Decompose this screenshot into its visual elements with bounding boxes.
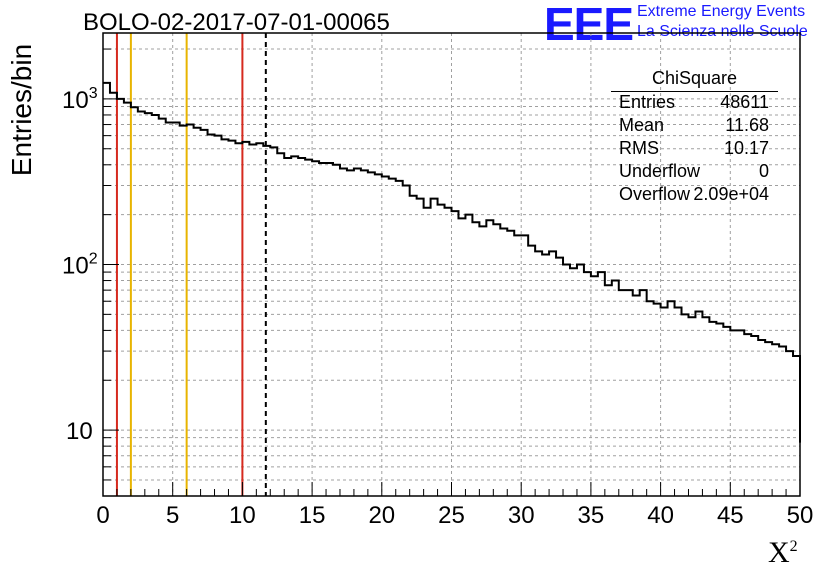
stats-name: Mean bbox=[619, 115, 665, 135]
x-tick-label: 30 bbox=[508, 502, 535, 529]
x-tick-label: 40 bbox=[647, 502, 674, 529]
eee-logo: EEE bbox=[544, 0, 634, 50]
x-tick-label: 0 bbox=[96, 502, 109, 529]
logo-subtitle-line1: Extreme Energy Events bbox=[637, 3, 806, 20]
x-axis-label-superscript: 2 bbox=[789, 538, 798, 555]
y-tick-exponent: 3 bbox=[89, 85, 98, 102]
x-tick-label: 50 bbox=[787, 502, 814, 529]
x-tick-label: 25 bbox=[438, 502, 465, 529]
stats-name: RMS bbox=[619, 138, 659, 158]
stats-name: Underflow bbox=[619, 161, 701, 181]
stats-value: 2.09e+04 bbox=[693, 184, 769, 204]
stats-box: ChiSquare Entries 48611 Mean 11.68 RMS 10.1… bbox=[611, 66, 778, 210]
stats-value: 11.68 bbox=[725, 115, 769, 135]
y-tick-label: 103 bbox=[62, 85, 98, 114]
stats-name: Overflow bbox=[619, 184, 691, 204]
histogram-series bbox=[103, 81, 801, 443]
y-tick-label: 102 bbox=[62, 251, 98, 280]
x-tick-label: 5 bbox=[166, 502, 179, 529]
x-tick-label: 15 bbox=[299, 502, 326, 529]
logo-subtitle-line2: La Scienza nelle Scuole bbox=[637, 23, 808, 40]
x-tick-label: 20 bbox=[368, 502, 395, 529]
stats-value: 10.17 bbox=[723, 138, 769, 158]
x-axis-label-text: X bbox=[768, 536, 790, 569]
stats-value: 0 bbox=[758, 161, 769, 181]
stats-name: Entries bbox=[619, 92, 676, 112]
y-tick-label: 10 bbox=[66, 418, 93, 445]
chart-title: BOLO-02-2017-07-01-00065 bbox=[83, 9, 390, 36]
stats-title-underline bbox=[611, 91, 778, 92]
stats-value: 48611 bbox=[720, 92, 769, 112]
x-tick-label: 10 bbox=[229, 502, 256, 529]
stats-title: ChiSquare bbox=[651, 68, 738, 88]
x-axis-label: X2 bbox=[768, 536, 798, 570]
x-tick-label: 45 bbox=[717, 502, 744, 529]
y-tick-exponent: 2 bbox=[89, 251, 98, 268]
x-tick-label: 35 bbox=[578, 502, 605, 529]
